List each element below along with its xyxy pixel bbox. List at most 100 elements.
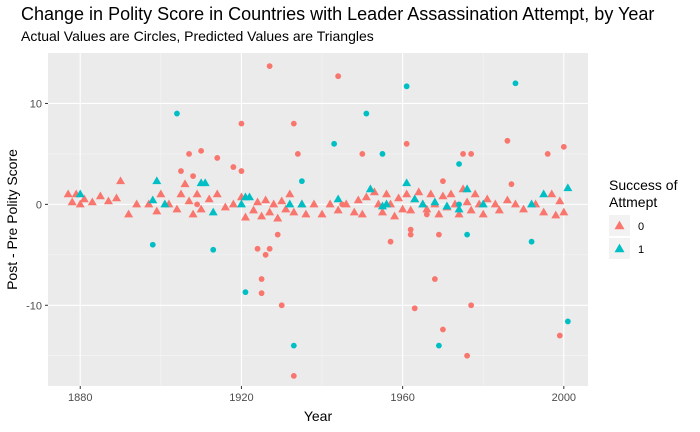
actual-point-0: [468, 302, 475, 309]
actual-point-0: [403, 140, 410, 147]
actual-point-0: [258, 276, 265, 282]
actual-point-0: [266, 63, 273, 70]
legend-key-0: [614, 220, 625, 230]
predicted-point-0: [204, 194, 214, 203]
predicted-point-0: [289, 207, 299, 216]
predicted-point-0: [434, 209, 444, 218]
actual-point-0: [278, 302, 285, 309]
actual-point-0: [440, 326, 446, 333]
actual-point-0: [258, 290, 265, 297]
actual-point-0: [560, 143, 567, 150]
predicted-point-0: [478, 209, 488, 218]
actual-point-0: [274, 231, 281, 238]
actual-point-0: [544, 151, 551, 157]
predicted-point-0: [75, 199, 85, 208]
predicted-point-0: [192, 189, 202, 198]
actual-point-1: [456, 161, 462, 167]
actual-point-1: [403, 83, 410, 90]
predicted-point-0: [422, 204, 432, 213]
predicted-point-0: [116, 176, 126, 185]
actual-point-1: [290, 342, 297, 349]
data-points: [63, 63, 573, 379]
actual-point-0: [290, 373, 297, 379]
predicted-point-1: [418, 199, 428, 208]
actual-point-0: [440, 178, 446, 185]
predicted-point-0: [446, 189, 456, 198]
actual-point-0: [468, 151, 475, 157]
actual-point-1: [379, 151, 386, 157]
chart-title: Change in Polity Score in Countries with…: [21, 4, 655, 24]
x-tick-label: 2000: [552, 392, 576, 404]
actual-point-1: [464, 231, 471, 238]
predicted-point-0: [273, 213, 283, 222]
x-tick-label: 1920: [229, 392, 253, 404]
predicted-point-0: [333, 205, 343, 214]
x-tick-label: 1880: [68, 392, 92, 404]
predicted-point-0: [559, 207, 569, 216]
predicted-point-0: [398, 204, 408, 213]
predicted-point-0: [228, 199, 238, 208]
actual-point-0: [556, 332, 563, 339]
predicted-point-1: [75, 189, 85, 198]
predicted-point-0: [132, 199, 142, 208]
predicted-point-0: [369, 187, 379, 196]
predicted-point-0: [112, 193, 122, 202]
predicted-point-0: [510, 199, 520, 208]
predicted-point-0: [406, 205, 416, 214]
predicted-point-0: [253, 197, 263, 206]
actual-point-0: [335, 73, 342, 80]
predicted-point-0: [281, 204, 291, 213]
predicted-point-0: [180, 179, 190, 188]
predicted-point-0: [551, 210, 561, 219]
predicted-point-0: [470, 189, 480, 198]
predicted-point-1: [236, 199, 246, 208]
predicted-point-0: [462, 197, 472, 206]
actual-point-0: [214, 155, 221, 161]
actual-point-0: [460, 151, 466, 157]
actual-point-0: [262, 251, 269, 258]
predicted-point-0: [212, 189, 222, 198]
actual-point-0: [339, 201, 346, 208]
actual-point-0: [411, 305, 418, 312]
predicted-point-0: [184, 196, 194, 205]
predicted-point-1: [297, 199, 307, 208]
predicted-point-0: [257, 211, 267, 220]
predicted-point-0: [103, 196, 113, 205]
predicted-point-1: [152, 176, 162, 185]
predicted-point-0: [494, 205, 504, 214]
predicted-point-0: [79, 194, 89, 203]
actual-point-0: [190, 173, 196, 180]
predicted-point-0: [63, 189, 73, 198]
legend: Success of Attmept 0 1: [609, 177, 678, 259]
predicted-point-0: [301, 209, 311, 218]
predicted-point-1: [148, 195, 158, 204]
y-tick-label: -10: [26, 300, 42, 312]
legend-title-line-1: Success of: [609, 177, 678, 193]
predicted-point-1: [365, 184, 375, 193]
actual-point-0: [266, 245, 273, 252]
predicted-point-0: [261, 195, 271, 204]
predicted-point-1: [333, 194, 343, 203]
predicted-point-0: [390, 211, 400, 220]
y-tick-label: 0: [36, 199, 42, 211]
predicted-point-0: [277, 196, 287, 205]
predicted-point-0: [539, 207, 549, 216]
predicted-point-0: [176, 189, 186, 198]
actual-point-1: [149, 241, 156, 248]
predicted-point-0: [349, 207, 359, 216]
actual-point-0: [294, 151, 301, 157]
x-axis-title: Year: [304, 408, 333, 424]
predicted-point-1: [382, 199, 392, 208]
predicted-point-0: [67, 197, 77, 206]
predicted-point-1: [454, 204, 464, 213]
actual-point-1: [512, 80, 519, 87]
actual-point-0: [387, 238, 394, 245]
actual-point-0: [423, 211, 430, 218]
predicted-point-0: [124, 209, 134, 218]
actual-point-1: [298, 178, 305, 185]
actual-point-0: [464, 352, 471, 359]
predicted-point-0: [87, 197, 97, 206]
predicted-point-0: [220, 202, 230, 211]
predicted-point-0: [555, 196, 565, 205]
predicted-point-0: [426, 189, 436, 198]
